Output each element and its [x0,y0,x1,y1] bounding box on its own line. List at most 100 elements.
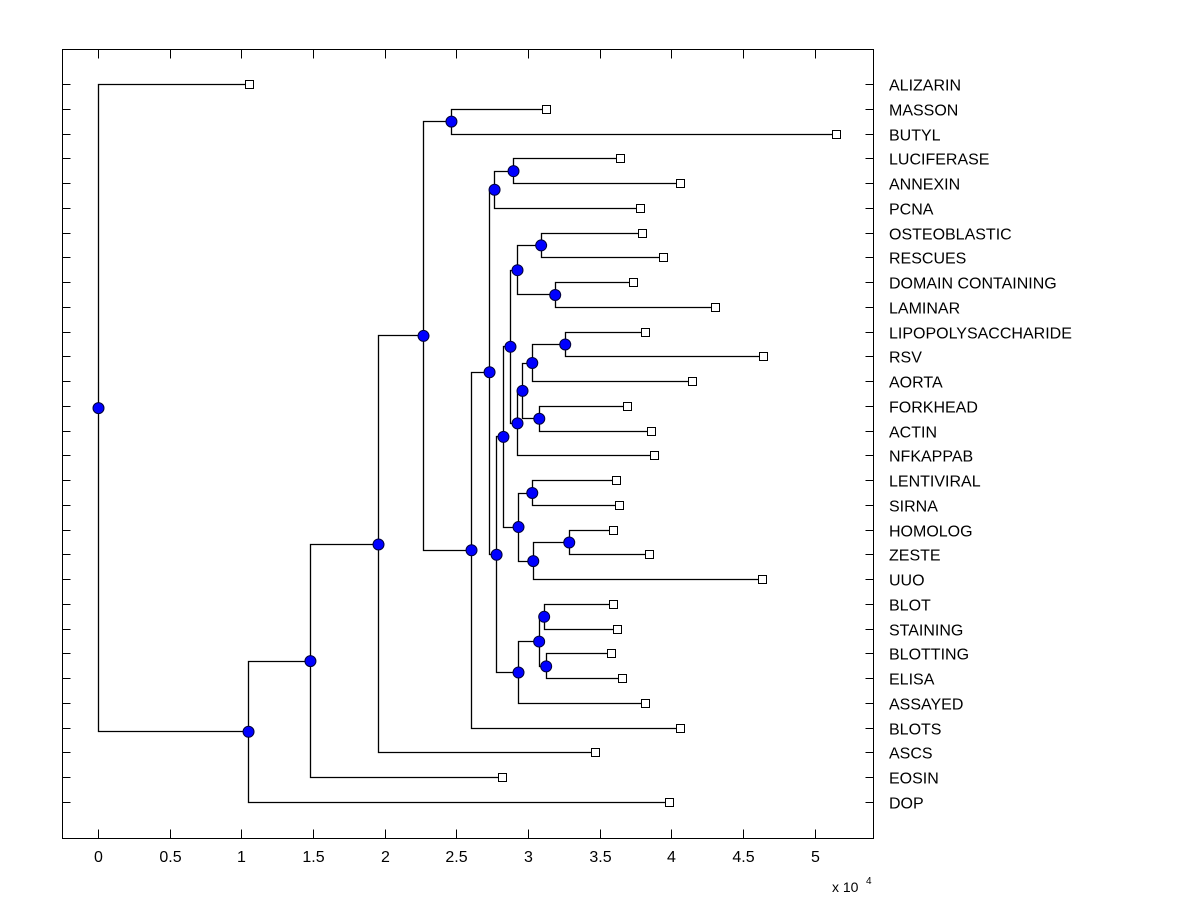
leaf-marker [665,798,674,807]
leaf-marker [641,699,650,708]
x-tick-label: 2.5 [445,849,467,866]
x-multiplier-label: x 10 [832,879,859,895]
node-marker [526,487,539,500]
node-marker [511,264,524,277]
branch-line [493,170,514,190]
leaf-label: ASCS [889,746,933,763]
branch-line [470,371,490,551]
x-tick-label: 2 [381,849,390,866]
leaf-labels: ALIZARIN MASSON BUTYL LUCIFERASE ANNEXIN PCNA… [889,78,1072,813]
leaf-label: ELISA [889,672,935,689]
node-marker [490,548,503,561]
node-marker [497,430,510,443]
node-marker [488,183,501,196]
node-marker [512,666,525,679]
node-marker [507,165,520,178]
leaf-label: SIRNA [889,499,938,516]
leaf-marker [542,105,551,114]
node-marker [445,115,458,128]
leaf-marker [711,303,720,312]
branch-line [377,334,424,545]
branch-line [470,550,681,730]
branch-line [517,672,646,705]
branch-line [97,83,250,409]
branch-line [309,661,503,779]
x-tick-label: 0 [94,849,103,866]
branch-line [495,554,519,674]
leaf-marker [609,526,618,535]
x-ticks: 0 0.5 1 1.5 2 2.5 3 3.5 4 4.5 5 [94,49,820,866]
leaf-marker [638,229,647,238]
node-marker [549,288,562,301]
x-tick-label: 0.5 [159,849,181,866]
branch-line [97,408,249,733]
y-ticks [62,84,874,803]
node-marker [512,521,525,534]
leaf-marker [832,130,841,139]
leaf-marker [609,600,618,609]
leaf-marker [676,179,685,188]
leaf-label: ACTIN [889,425,937,442]
node-marker [372,538,385,551]
branch-line [422,335,472,552]
node-marker [92,402,105,415]
leaf-marker [615,501,624,510]
leaf-label: OSTEOBLASTIC [889,227,1012,244]
node-marker [540,660,553,673]
node-marker [242,725,255,738]
branch-line [377,544,596,754]
leaf-label: UUO [889,573,925,590]
branch-line [516,270,556,296]
leaf-label: ZESTE [889,548,941,565]
leaf-label: PCNA [889,202,934,219]
leaf-label: ASSAYED [889,697,963,714]
node-marker [465,544,478,557]
leaf-marker [245,80,254,89]
node-marker [559,338,572,351]
branch-line [516,423,655,457]
node-marker [511,417,524,430]
leaf-marker [641,328,650,337]
leaf-label: BUTYL [889,128,941,145]
leaf-label: ANNEXIN [889,177,960,194]
node-marker [417,329,430,342]
x-tick-label: 1.5 [302,849,324,866]
node-marker [516,384,529,397]
leaf-label: STAINING [889,623,963,640]
node-marker [526,357,539,370]
leaf-marker [616,154,625,163]
leaf-label: FORKHEAD [889,400,978,417]
node-marker [533,412,546,425]
node-marker [535,239,548,252]
node-marker [533,635,546,648]
axes-box [62,49,874,839]
leaf-label: BLOT [889,598,931,615]
x-tick-label: 3 [524,849,533,866]
leaf-label: LIPOPOLYSACCHARIDE [889,326,1072,343]
x-tick-label: 4.5 [732,849,754,866]
leaf-marker [659,253,668,262]
leaf-marker [636,204,645,213]
leaf-marker [759,352,768,361]
leaf-label: BLOTS [889,722,941,739]
leaf-marker [650,451,659,460]
leaf-marker [623,402,632,411]
leaf-label: RESCUES [889,251,966,268]
internal-nodes [92,115,576,738]
leaf-label: BLOTTING [889,647,969,664]
x-multiplier-exponent: 4 [866,876,872,887]
leaf-marker [591,748,600,757]
x-tick-label: 1 [237,849,246,866]
node-marker [527,555,540,568]
branch-line [532,561,763,581]
leaf-label: LENTIVIRAL [889,474,981,491]
x-tick-label: 4 [667,849,676,866]
leaf-marker [618,674,627,683]
leaf-label: ALIZARIN [889,78,961,95]
branch-line [531,363,693,383]
leaf-marker [612,476,621,485]
node-marker [483,366,496,379]
leaf-label: DOMAIN CONTAINING [889,276,1057,293]
branch-line [516,244,542,271]
